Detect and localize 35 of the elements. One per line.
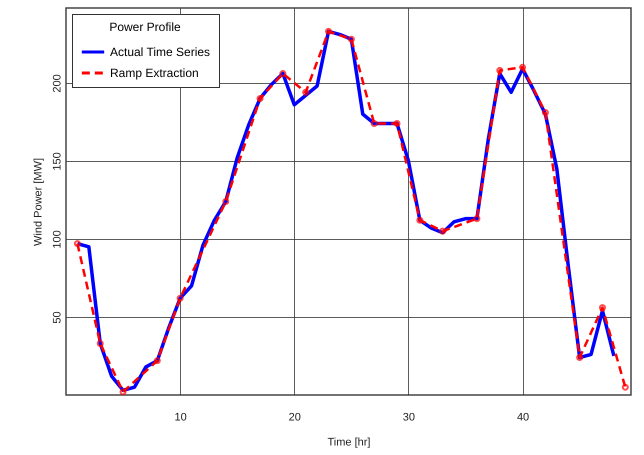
point xyxy=(120,388,127,395)
y-tick-label: 100 xyxy=(52,230,64,249)
point xyxy=(154,357,161,364)
x-tick-label: 30 xyxy=(402,412,416,424)
point xyxy=(598,304,606,312)
point xyxy=(416,216,424,224)
point xyxy=(439,228,446,235)
point xyxy=(74,240,81,248)
point xyxy=(325,28,332,35)
x-axis-title: Time [hr] xyxy=(328,436,370,448)
legend-label: Actual Time Series xyxy=(110,45,210,59)
x-tick-label: 20 xyxy=(288,412,301,424)
point xyxy=(622,384,629,391)
point xyxy=(256,95,264,102)
point xyxy=(96,340,104,347)
point xyxy=(348,36,355,43)
point xyxy=(394,120,401,127)
point xyxy=(370,120,378,127)
point xyxy=(279,70,286,78)
legend-label: Ramp Extraction xyxy=(110,66,199,80)
y-tick-label: 150 xyxy=(52,152,64,171)
y-tick-label: 50 xyxy=(52,311,64,324)
point xyxy=(496,66,504,74)
point xyxy=(473,215,480,222)
point xyxy=(222,198,230,205)
x-tick-label: 40 xyxy=(516,412,530,424)
y-tick-label: 200 xyxy=(52,74,64,93)
point xyxy=(576,354,584,362)
point xyxy=(176,294,184,302)
point xyxy=(542,109,549,116)
point xyxy=(302,88,310,96)
y-axis-title: Wind Power [MW] xyxy=(32,158,44,246)
x-tick-label: 10 xyxy=(174,412,187,424)
legend-title: Power Profile xyxy=(109,20,181,34)
point xyxy=(519,64,526,71)
